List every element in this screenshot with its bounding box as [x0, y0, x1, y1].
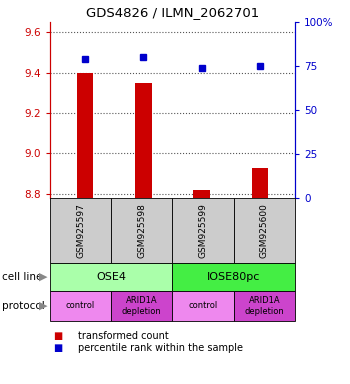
- Title: GDS4826 / ILMN_2062701: GDS4826 / ILMN_2062701: [86, 7, 259, 20]
- Bar: [252, 168, 268, 198]
- Bar: [173, 291, 234, 321]
- Bar: [77, 73, 93, 198]
- Text: OSE4: OSE4: [96, 272, 126, 282]
- Text: GSM925600: GSM925600: [260, 203, 269, 258]
- Text: control: control: [66, 301, 95, 311]
- Text: cell line: cell line: [2, 272, 42, 282]
- Bar: [173, 263, 295, 291]
- Bar: [111, 291, 173, 321]
- Text: GSM925597: GSM925597: [76, 203, 85, 258]
- Text: ■: ■: [54, 343, 63, 353]
- Bar: [50, 291, 111, 321]
- Text: percentile rank within the sample: percentile rank within the sample: [78, 343, 243, 353]
- Bar: [234, 198, 295, 263]
- Text: ▶: ▶: [39, 272, 47, 282]
- Text: protocol: protocol: [2, 301, 44, 311]
- Text: IOSE80pc: IOSE80pc: [207, 272, 260, 282]
- Bar: [50, 198, 111, 263]
- Bar: [50, 263, 173, 291]
- Bar: [135, 83, 152, 198]
- Text: GSM925599: GSM925599: [198, 203, 208, 258]
- Bar: [111, 198, 173, 263]
- Text: GSM925598: GSM925598: [137, 203, 146, 258]
- Bar: [173, 198, 234, 263]
- Bar: [234, 291, 295, 321]
- Text: ■: ■: [54, 331, 63, 341]
- Text: control: control: [189, 301, 218, 311]
- Text: ARID1A
depletion: ARID1A depletion: [245, 296, 284, 316]
- Text: ARID1A
depletion: ARID1A depletion: [122, 296, 162, 316]
- Text: transformed count: transformed count: [78, 331, 169, 341]
- Bar: [194, 190, 210, 198]
- Text: ▶: ▶: [39, 301, 47, 311]
